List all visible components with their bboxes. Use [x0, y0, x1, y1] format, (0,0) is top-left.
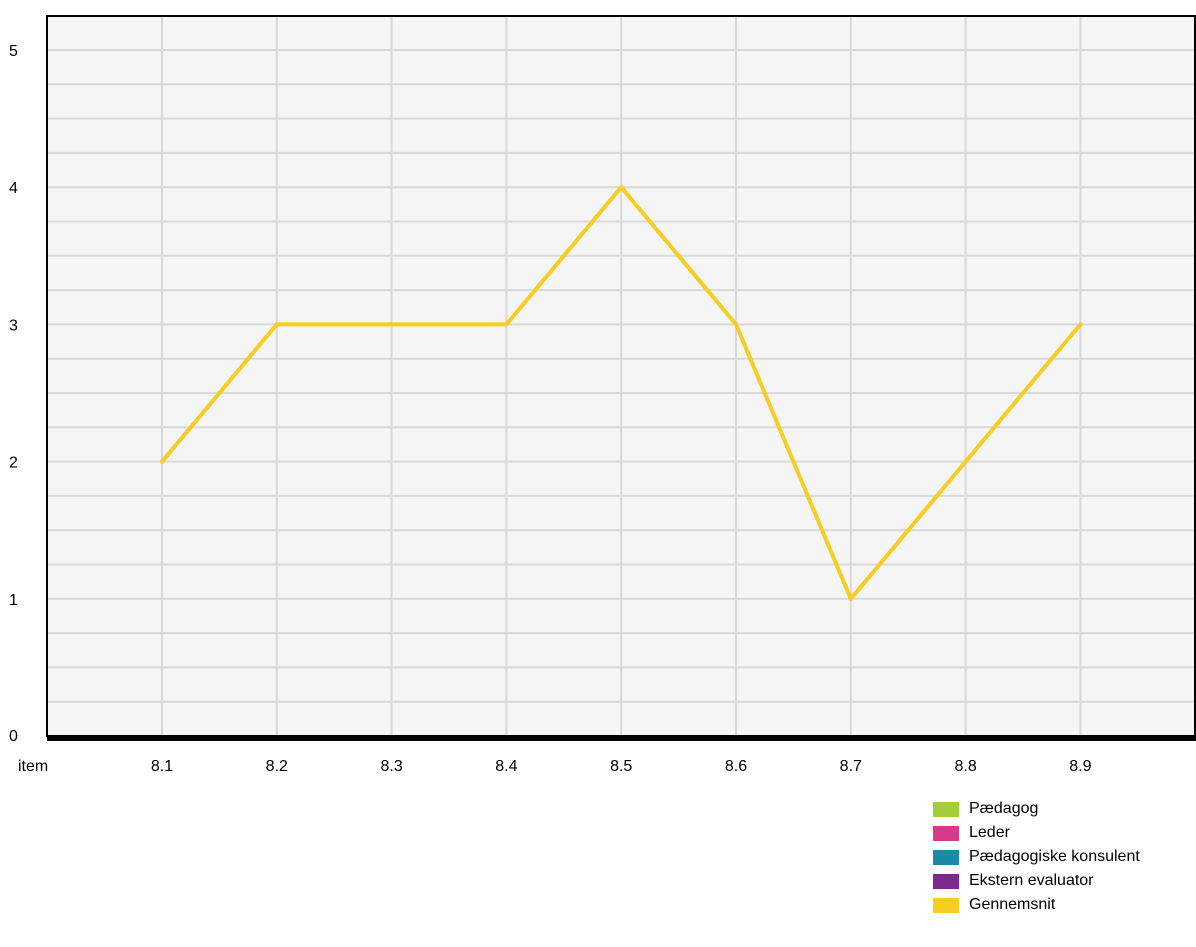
tick-labels: 0 1 2 3 4 5 item 8.1 8.2 8.3 8.4 8.5 8.6 8.7 8.8 8.9	[9, 43, 1092, 775]
legend-swatch	[933, 873, 959, 889]
x-tick-label: 8.5	[610, 758, 632, 775]
legend-label: Pædagog	[969, 800, 1039, 817]
y-tick-label: 4	[9, 180, 18, 197]
axes	[46, 15, 1196, 741]
legend-item: Pædagog	[933, 797, 1140, 821]
series-lines	[160, 185, 1083, 601]
data-point	[389, 322, 394, 327]
data-point	[160, 459, 164, 464]
data-point	[504, 322, 509, 327]
data-point	[734, 322, 738, 327]
legend-swatch	[933, 897, 959, 913]
y-tick-label: 5	[9, 43, 18, 60]
legend-item: Leder	[933, 821, 1140, 845]
x-tick-label: 8.3	[380, 758, 402, 775]
data-point	[274, 322, 279, 327]
legend-label: Pædagogiske konsulent	[969, 848, 1140, 865]
legend-swatch	[933, 825, 959, 841]
chart-legend: Pædagog Leder Pædagogiske konsulent Ekstern…	[933, 797, 1140, 917]
x-tick-label: 8.7	[840, 758, 862, 775]
legend-label: Ekstern evaluator	[969, 872, 1094, 889]
legend-item: Pædagogiske konsulent	[933, 845, 1140, 869]
data-point	[848, 596, 853, 601]
y-tick-label: 2	[9, 455, 18, 472]
x-tick-label: 8.1	[151, 758, 173, 775]
x-tick-label: 8.9	[1069, 758, 1091, 775]
x-tick-label: 8.2	[266, 758, 288, 775]
y-tick-label: 3	[9, 317, 18, 334]
legend-label: Gennemsnit	[969, 896, 1056, 913]
x-tick-label: 8.6	[725, 758, 747, 775]
y-tick-label: 1	[9, 592, 18, 609]
legend-swatch	[933, 801, 959, 817]
x-tick-label: 8.4	[495, 758, 517, 775]
data-point	[963, 459, 968, 464]
grid-lines	[47, 16, 1196, 736]
legend-item: Gennemsnit	[933, 893, 1140, 917]
legend-label: Leder	[969, 824, 1010, 841]
legend-item: Ekstern evaluator	[933, 869, 1140, 893]
x-tick-label: 8.8	[954, 758, 976, 775]
data-point	[619, 185, 624, 190]
legend-swatch	[933, 849, 959, 865]
x-axis-label: item	[18, 758, 48, 775]
y-tick-label: 0	[9, 728, 18, 745]
data-point	[1078, 322, 1083, 327]
